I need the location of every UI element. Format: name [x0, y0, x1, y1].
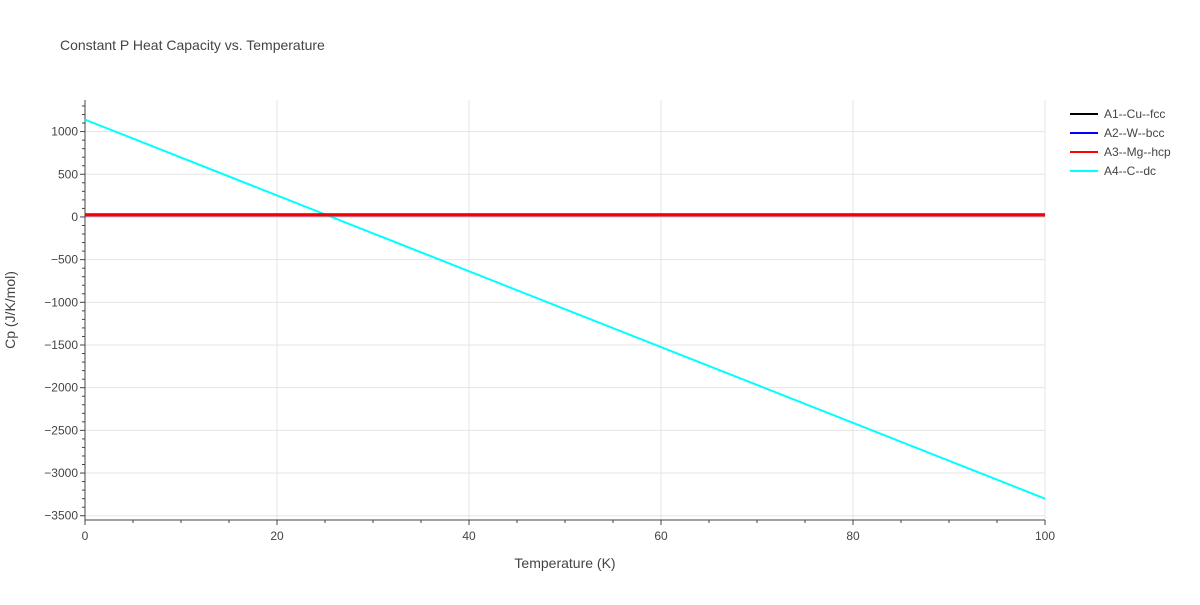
series-layer — [84, 118, 1046, 500]
legend-label: A1--Cu--fcc — [1104, 107, 1165, 121]
y-tick-label: 500 — [58, 167, 78, 181]
y-tick-label: −1000 — [44, 295, 78, 309]
series-line-A4--C--dc — [84, 118, 1046, 500]
legend-item[interactable]: A2--W--bcc — [1070, 126, 1164, 140]
legend-label: A4--C--dc — [1104, 164, 1156, 178]
y-tick-label: 1000 — [51, 125, 78, 139]
y-tick-label: −2000 — [44, 381, 78, 395]
y-axis-title: Cp (J/K/mol) — [2, 271, 18, 349]
x-tick-label: 0 — [82, 529, 89, 543]
legend-item[interactable]: A3--Mg--hcp — [1070, 145, 1171, 159]
y-tick-label: −3000 — [44, 466, 78, 480]
y-tick-label: −2500 — [44, 423, 78, 437]
legend[interactable]: A1--Cu--fcc A2--W--bcc A3--Mg--hcp A4--C--d… — [1070, 107, 1171, 178]
y-tick-label: −1500 — [44, 338, 78, 352]
x-tick-label: 60 — [654, 529, 668, 543]
x-tick-label: 20 — [270, 529, 284, 543]
chart-title: Constant P Heat Capacity vs. Temperature — [60, 37, 325, 53]
legend-item[interactable]: A4--C--dc — [1070, 164, 1156, 178]
legend-item[interactable]: A1--Cu--fcc — [1070, 107, 1165, 121]
y-tick-label: −3500 — [44, 509, 78, 523]
y-tick-label: 0 — [71, 210, 78, 224]
x-tick-label: 100 — [1035, 529, 1055, 543]
x-tick-label: 80 — [846, 529, 860, 543]
legend-label: A3--Mg--hcp — [1104, 145, 1171, 159]
legend-label: A2--W--bcc — [1104, 126, 1164, 140]
x-tick-label: 40 — [462, 529, 476, 543]
x-axis-title: Temperature (K) — [514, 555, 615, 571]
grid-layer — [85, 100, 1046, 520]
axis-layer: 0 20 40 60 80 100 1000 500 0 −500 −1000 −1500 −2000 −… — [44, 100, 1055, 543]
y-tick-label: −500 — [51, 253, 78, 267]
